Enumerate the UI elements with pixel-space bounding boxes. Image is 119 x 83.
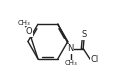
Text: N: N xyxy=(67,44,74,53)
Text: CH₃: CH₃ xyxy=(17,20,30,26)
Text: Cl: Cl xyxy=(90,55,98,64)
Text: CH₃: CH₃ xyxy=(64,61,77,66)
Text: O: O xyxy=(26,27,32,36)
Text: S: S xyxy=(82,30,87,39)
